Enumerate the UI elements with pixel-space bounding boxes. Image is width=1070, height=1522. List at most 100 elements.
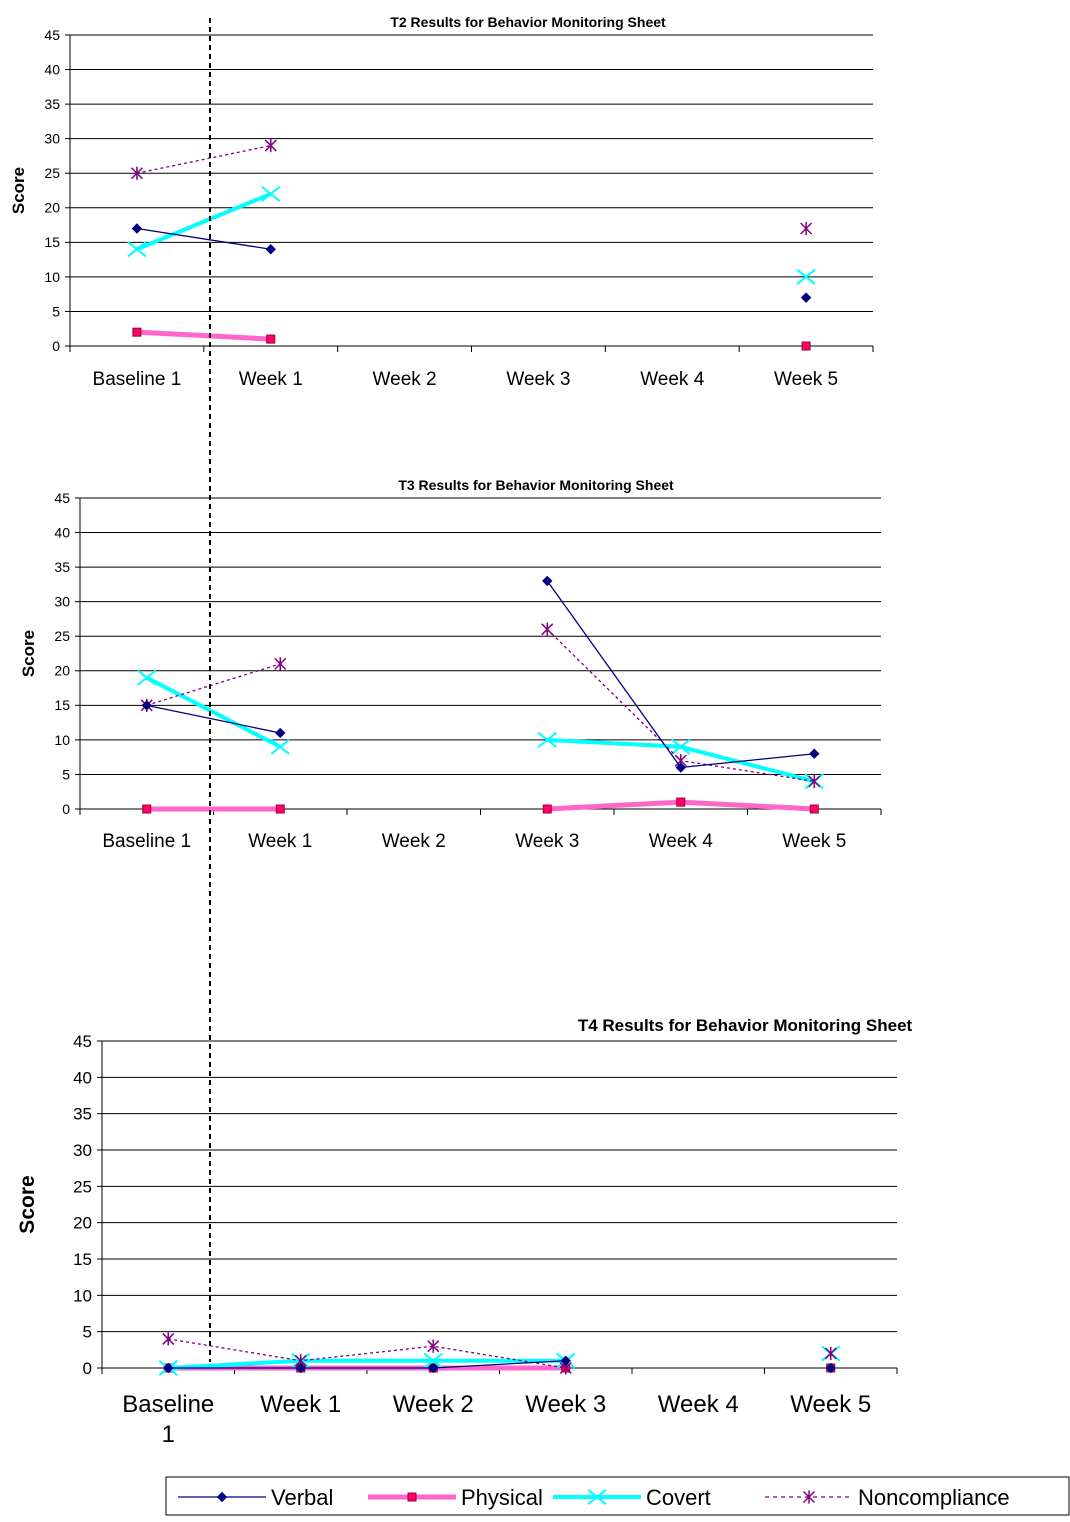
y-tick-label: 35 bbox=[54, 559, 70, 575]
point-covert-marker bbox=[261, 185, 281, 202]
point-verbal-marker bbox=[675, 762, 686, 773]
point-physical-marker bbox=[266, 334, 276, 344]
x-tick-label: Week 3 bbox=[525, 1391, 606, 1418]
x-tick-label: Week 5 bbox=[782, 831, 846, 852]
x-tick-label: 1 bbox=[162, 1421, 175, 1448]
y-tick-label: 45 bbox=[44, 27, 60, 43]
y-axis-label: Score bbox=[9, 167, 28, 214]
y-tick-label: 40 bbox=[44, 61, 60, 77]
x-tick-label: Week 4 bbox=[640, 369, 705, 390]
x-tick-label: Week 1 bbox=[248, 831, 312, 852]
series-noncompliance bbox=[130, 138, 813, 236]
point-noncompliance-marker bbox=[541, 622, 554, 636]
point-covert-marker bbox=[671, 738, 691, 755]
series-physical bbox=[142, 797, 819, 814]
y-tick-label: 25 bbox=[73, 1177, 92, 1196]
y-tick-label: 5 bbox=[52, 303, 60, 319]
point-verbal-marker bbox=[131, 223, 143, 234]
x-tick-label: Week 2 bbox=[373, 369, 437, 390]
x-tick-label: Week 3 bbox=[506, 369, 570, 390]
chart-title: T4 Results for Behavior Monitoring Sheet bbox=[578, 1016, 913, 1035]
point-verbal-marker bbox=[542, 575, 553, 587]
legend-item-covert: Covert bbox=[553, 1485, 711, 1510]
series-line-verbal bbox=[146, 704, 281, 734]
point-verbal-marker bbox=[809, 748, 820, 759]
legend-item-physical: Physical bbox=[368, 1485, 543, 1510]
y-tick-label: 15 bbox=[54, 697, 70, 713]
point-physical-marker bbox=[676, 797, 686, 807]
point-noncompliance-marker bbox=[824, 1346, 837, 1361]
point-covert-marker bbox=[270, 738, 290, 755]
point-verbal-marker bbox=[275, 727, 286, 739]
series-line-verbal bbox=[168, 1360, 566, 1369]
point-physical-marker bbox=[809, 804, 819, 814]
t2-chart: 0 5 10 15 20 25 30 35 40 45 Baseline 1 Week 1 Week 2… bbox=[9, 14, 874, 390]
legend-marker bbox=[407, 1492, 417, 1502]
point-verbal-marker bbox=[825, 1362, 836, 1374]
legend-label: Physical bbox=[461, 1485, 543, 1510]
point-physical-marker bbox=[801, 341, 811, 351]
x-tick-label: Week 5 bbox=[790, 1391, 871, 1418]
series-covert bbox=[158, 1345, 841, 1376]
series-covert bbox=[127, 185, 816, 285]
point-noncompliance-marker bbox=[274, 657, 287, 671]
x-tick-label: Week 5 bbox=[774, 369, 838, 390]
series-covert bbox=[137, 669, 824, 790]
series-line-covert bbox=[136, 192, 272, 252]
y-tick-label: 45 bbox=[73, 1032, 92, 1051]
y-tick-label: 30 bbox=[73, 1141, 92, 1160]
y-tick-label: 25 bbox=[54, 628, 70, 644]
series-verbal bbox=[141, 575, 820, 773]
point-covert-marker bbox=[796, 268, 816, 285]
y-tick-label: 0 bbox=[83, 1359, 92, 1378]
y-tick-label: 15 bbox=[44, 234, 60, 250]
y-tick-label: 30 bbox=[44, 131, 60, 147]
series-line-covert bbox=[145, 675, 282, 749]
x-tick-label: Week 1 bbox=[239, 369, 303, 390]
t3-chart: 0 5 10 15 20 25 30 35 40 45 Baseline 1 Week 1 Week 2… bbox=[19, 477, 882, 852]
y-tick-label: 10 bbox=[44, 269, 60, 285]
point-noncompliance-marker bbox=[162, 1332, 175, 1346]
x-tick-label: Week 2 bbox=[382, 831, 446, 852]
point-noncompliance-marker bbox=[130, 166, 143, 180]
legend-item-verbal: Verbal bbox=[178, 1485, 333, 1510]
y-tick-label: 5 bbox=[83, 1323, 92, 1342]
x-tick-label: Baseline 1 bbox=[93, 369, 182, 390]
y-axis-label: Score bbox=[16, 1175, 39, 1233]
x-tick-label: Baseline 1 bbox=[102, 831, 191, 852]
y-tick-label: 45 bbox=[54, 490, 70, 506]
x-tick-label: Week 2 bbox=[393, 1391, 474, 1418]
legend-marker bbox=[587, 1489, 607, 1505]
point-covert-marker bbox=[537, 731, 557, 748]
point-physical-marker bbox=[142, 804, 152, 814]
point-noncompliance-marker bbox=[808, 774, 821, 788]
y-tick-label: 10 bbox=[73, 1286, 92, 1305]
point-covert-marker bbox=[127, 241, 147, 258]
series-line-covert bbox=[168, 1358, 566, 1370]
point-noncompliance-marker bbox=[264, 138, 277, 153]
y-tick-label: 35 bbox=[73, 1105, 92, 1124]
x-tick-label: Week 1 bbox=[260, 1391, 341, 1418]
x-tick-label: Week 3 bbox=[515, 831, 579, 852]
series-verbal bbox=[131, 223, 812, 303]
x-tick-label: Baseline bbox=[122, 1391, 214, 1418]
y-tick-label: 0 bbox=[52, 338, 60, 354]
y-tick-label: 40 bbox=[54, 524, 70, 540]
series-physical bbox=[132, 327, 811, 351]
y-tick-label: 5 bbox=[62, 766, 70, 782]
point-noncompliance-marker bbox=[427, 1339, 440, 1353]
y-tick-label: 35 bbox=[44, 96, 60, 112]
point-verbal-marker bbox=[800, 292, 812, 303]
point-verbal-marker bbox=[141, 700, 152, 711]
point-physical-marker bbox=[542, 804, 552, 814]
point-verbal-marker bbox=[428, 1362, 439, 1374]
legend-item-noncompliance: Noncompliance bbox=[765, 1485, 1010, 1510]
y-tick-label: 15 bbox=[73, 1250, 92, 1269]
y-tick-label: 25 bbox=[44, 165, 60, 181]
point-physical-marker bbox=[275, 804, 285, 814]
legend: Verbal Physical Covert Noncompliance bbox=[165, 1476, 1070, 1516]
point-verbal-marker bbox=[163, 1362, 174, 1374]
t4-chart: 0 5 10 15 20 25 30 35 40 45 Baseline 1 Week 1 Week 2 W… bbox=[16, 1016, 913, 1448]
point-physical-marker bbox=[132, 327, 142, 337]
